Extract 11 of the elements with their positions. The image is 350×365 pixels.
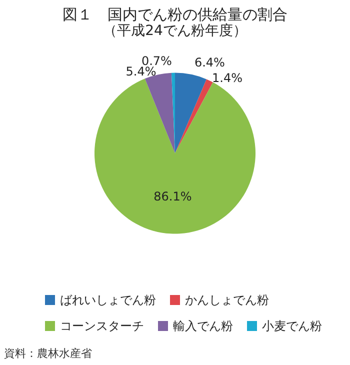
legend-label: かんしょでん粉: [185, 293, 269, 307]
data-label: 1.4%: [212, 70, 243, 85]
legend-label: 小麦でん粉: [262, 319, 322, 333]
legend-label: ばれいしょでん粉: [60, 293, 156, 307]
legend-label: コーンスターチ: [60, 319, 144, 333]
chart-title: 図１ 国内でん粉の供給量の割合: [62, 6, 288, 24]
legend-label: 輸入でん粉: [173, 319, 233, 333]
chart-subtitle: （平成24でん粉年度）: [103, 23, 247, 39]
data-label: 86.1%: [154, 189, 192, 204]
data-label: 6.4%: [194, 56, 225, 70]
text: 資料：農林水産省: [4, 347, 92, 360]
